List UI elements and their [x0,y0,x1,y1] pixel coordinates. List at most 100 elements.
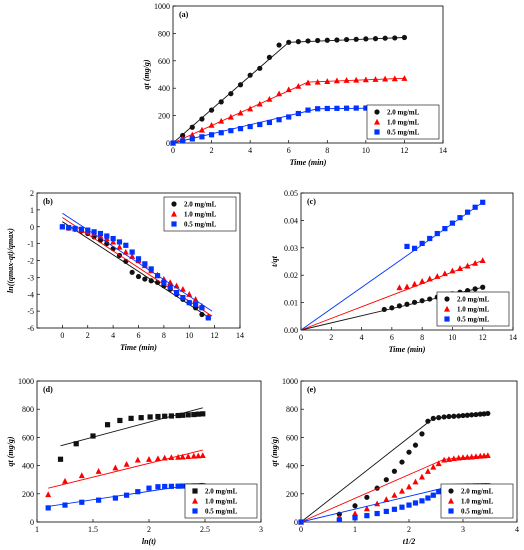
data-point [450,455,457,462]
data-point [155,484,161,490]
y-tick-label: 0.04 [284,216,298,225]
plot-frame [300,192,514,331]
data-point [305,79,311,86]
data-point [228,91,234,97]
x-tick-label: 4 [360,333,364,342]
data-point [110,235,116,242]
data-point [363,105,369,111]
data-point [189,131,196,138]
data-point [324,105,330,112]
data-point [285,86,292,93]
y-tick-label: 600 [22,433,34,442]
x-tick-label: 6 [390,333,394,342]
legend: 2.0 mg/mL 1.0 mg/mL 0.5 mg/mL [436,291,510,327]
data-point [295,39,301,45]
data-point [170,140,176,146]
data-point [456,413,462,419]
data-point [123,242,129,248]
data-point [372,76,379,82]
legend-marker [374,109,380,115]
x-axis-label: Time (min) [290,158,327,167]
legend-marker [374,118,380,125]
data-point [363,505,370,512]
y-tick-label: 400 [22,462,34,471]
legend-label: 0.5 mg/mL [461,508,494,516]
data-point [399,504,405,510]
data-point [343,77,350,83]
data-point [324,78,331,84]
data-point [186,300,192,306]
data-point [185,412,191,418]
data-point [333,77,340,84]
y-tick-label: 0 [294,518,298,527]
data-point [295,82,302,89]
data-point [441,456,448,463]
data-point [128,415,134,421]
data-point [404,243,410,250]
data-point [391,492,398,498]
data-point [472,259,479,266]
x-tick-label: 2 [407,525,411,534]
data-point [381,306,387,313]
data-point [434,230,440,237]
legend-label: 0.5 mg/mL [457,316,490,324]
data-point [396,284,403,291]
y-tick-label: 0 [166,139,170,148]
data-point [419,298,425,304]
data-point [391,506,398,512]
panel-label: (d) [43,385,53,394]
data-point [364,513,370,519]
data-point [161,454,168,461]
data-point [401,75,408,81]
data-point [430,492,436,498]
data-point [353,36,359,42]
data-point [195,411,201,417]
x-tick-label: 10 [185,331,193,340]
data-point [419,278,426,284]
data-point [91,229,97,235]
data-point [276,42,282,48]
data-point [179,285,186,292]
data-point [427,235,433,242]
data-point [90,433,96,439]
legend: 2.0 mg/mL 1.0 mg/mL 0.5 mg/mL [163,196,237,232]
data-point [305,107,311,113]
data-point [305,38,311,44]
data-point [484,452,491,459]
y-tick-label: 1 [30,206,34,215]
data-point [195,452,202,459]
x-tick-label: 6 [137,331,141,340]
data-point [192,296,199,302]
data-point [324,37,330,43]
x-tick-label: 0 [299,333,303,342]
legend-marker [192,497,198,504]
data-point [460,454,466,461]
data-point [189,124,195,130]
data-point [343,105,350,111]
data-point [168,483,174,489]
x-tick-label: 4 [248,146,252,155]
data-point [117,417,123,424]
data-point [353,76,360,83]
data-point [96,497,102,503]
y-tick-label: 1000 [282,377,298,386]
data-point [168,454,175,461]
legend-label: 0.5 mg/mL [184,221,217,229]
data-point [445,456,452,462]
data-point [237,109,244,116]
series-2 [59,212,213,321]
series-0 [298,410,491,525]
x-tick-label: 2.5 [200,525,210,534]
x-tick-label: 1 [35,525,39,534]
data-point [391,468,398,474]
data-point [392,35,398,41]
data-point [480,284,486,290]
data-point [382,75,389,82]
data-point [135,256,142,262]
data-point [406,449,412,455]
x-tick-label: 4 [111,331,115,340]
data-point [364,494,370,500]
data-point [362,76,369,83]
data-point [472,204,478,210]
data-point [464,209,471,215]
